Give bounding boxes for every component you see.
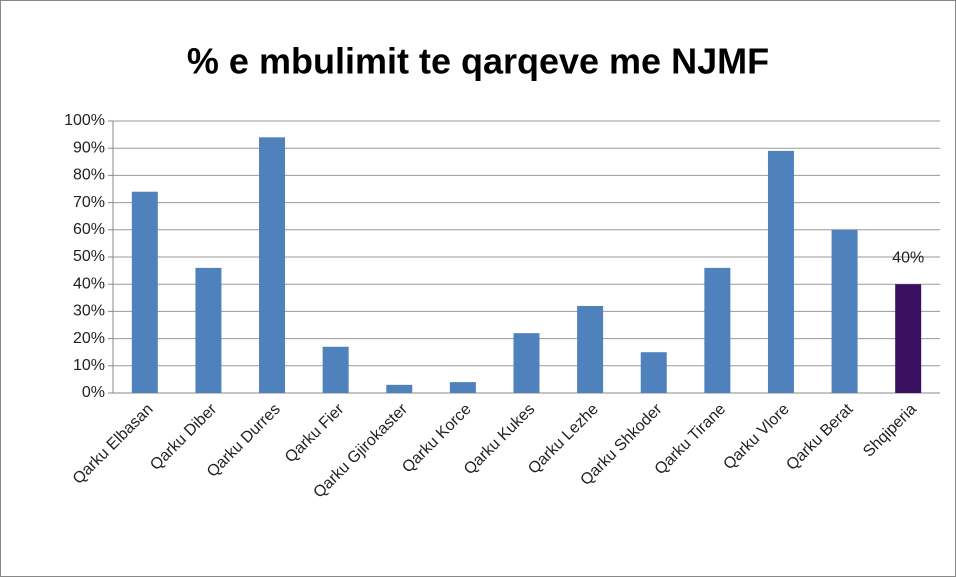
value-label: 40% [892,249,924,266]
y-tick-label: 0% [82,384,105,401]
y-tick-label: 30% [73,303,105,320]
bar [195,267,222,393]
bar [640,352,667,393]
y-tick-label: 40% [73,275,105,292]
y-tick-label: 70% [73,194,105,211]
y-tick-label: 80% [73,167,105,184]
bar [131,191,158,393]
bar [322,346,349,393]
y-tick-label: 90% [73,139,105,156]
bar [259,137,286,393]
bar [449,382,476,393]
y-tick-label: 20% [73,330,105,347]
bar [704,267,731,393]
bar [513,333,540,393]
bar [895,284,922,393]
bar [831,229,858,393]
bar [767,150,794,393]
y-tick-label: 10% [73,357,105,374]
y-tick-label: 100% [64,112,105,129]
y-tick-label: 50% [73,248,105,265]
bar [577,305,604,393]
chart-title: % e mbulimit te qarqeve me NJMF [187,41,769,82]
y-tick-label: 60% [73,221,105,238]
bar [386,384,413,393]
